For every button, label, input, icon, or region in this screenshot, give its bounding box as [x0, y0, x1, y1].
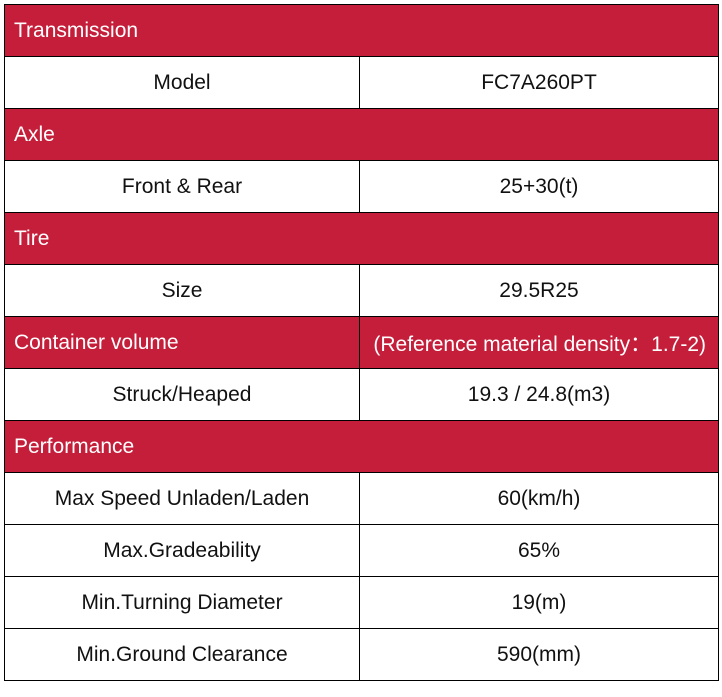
section-title: Container volume	[4, 316, 360, 369]
spec-row-size: Size 29.5R25	[4, 264, 719, 317]
spec-value: 65%	[359, 524, 719, 577]
section-title: Performance	[4, 420, 719, 473]
spec-label: Max.Gradeability	[4, 524, 360, 577]
spec-row-max-speed: Max Speed Unladen/Laden 60(km/h)	[4, 472, 719, 525]
spec-table: Transmission Model FC7A260PT Axle Front …	[4, 4, 719, 681]
spec-value: 590(mm)	[359, 628, 719, 681]
spec-value: 60(km/h)	[359, 472, 719, 525]
spec-value: 19.3 / 24.8(m3)	[359, 368, 719, 421]
section-container-volume: Container volume (Reference material den…	[4, 316, 719, 369]
spec-row-front-rear: Front & Rear 25+30(t)	[4, 160, 719, 213]
spec-label: Model	[4, 56, 360, 109]
spec-label: Size	[4, 264, 360, 317]
section-tire: Tire	[4, 212, 719, 265]
spec-row-turning-diameter: Min.Turning Diameter 19(m)	[4, 576, 719, 629]
spec-value: 25+30(t)	[359, 160, 719, 213]
spec-label: Front & Rear	[4, 160, 360, 213]
section-note: (Reference material density：1.7-2)	[359, 316, 719, 369]
spec-value: FC7A260PT	[359, 56, 719, 109]
spec-value: 29.5R25	[359, 264, 719, 317]
spec-label: Max Speed Unladen/Laden	[4, 472, 360, 525]
spec-value: 19(m)	[359, 576, 719, 629]
section-title: Axle	[4, 108, 719, 161]
spec-row-gradeability: Max.Gradeability 65%	[4, 524, 719, 577]
section-performance: Performance	[4, 420, 719, 473]
spec-row-model: Model FC7A260PT	[4, 56, 719, 109]
spec-label: Struck/Heaped	[4, 368, 360, 421]
section-title: Tire	[4, 212, 719, 265]
section-transmission: Transmission	[4, 4, 719, 57]
section-title: Transmission	[4, 4, 719, 57]
section-axle: Axle	[4, 108, 719, 161]
spec-row-struck-heaped: Struck/Heaped 19.3 / 24.8(m3)	[4, 368, 719, 421]
spec-label: Min.Turning Diameter	[4, 576, 360, 629]
spec-row-ground-clearance: Min.Ground Clearance 590(mm)	[4, 628, 719, 681]
spec-label: Min.Ground Clearance	[4, 628, 360, 681]
